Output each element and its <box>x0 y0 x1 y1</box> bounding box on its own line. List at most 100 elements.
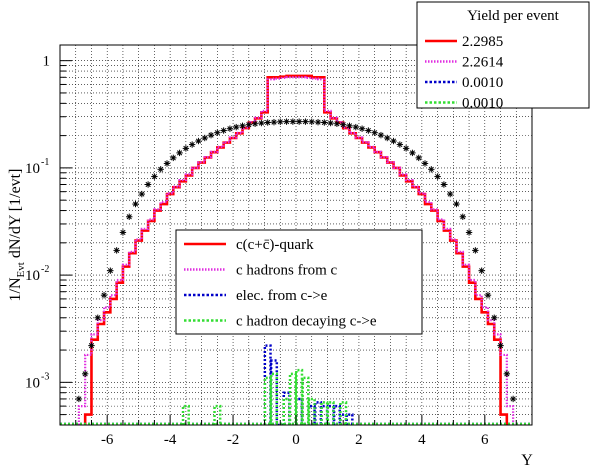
series-c-hadron-decaying-c-e-bar <box>295 368 304 425</box>
legend: c(c+c̄)-quark c hadrons from c elec. from … <box>175 229 423 335</box>
yield-legend-value: 2.2985 <box>462 34 503 50</box>
series-elec-from-c-e-bar <box>313 401 323 425</box>
data-point-marker <box>81 370 89 378</box>
data-point-marker <box>396 141 404 148</box>
data-point-marker <box>132 200 139 208</box>
data-point-marker <box>176 149 183 157</box>
data-point-marker <box>201 134 208 142</box>
y-tick-label-exponent: -2 <box>41 264 49 275</box>
yield-legend-value: 0.0010 <box>462 75 503 91</box>
data-point-marker <box>478 267 485 274</box>
data-point-marker <box>157 166 164 173</box>
legend-label: elec. from c->e <box>236 288 328 304</box>
data-point-marker <box>270 118 278 126</box>
data-point-marker <box>314 118 322 126</box>
yield-legend-value: 0.0010 <box>462 96 503 112</box>
yield-legend-title: Yield per event <box>467 8 559 24</box>
data-point-marker <box>465 229 473 236</box>
legend-frame <box>175 229 423 335</box>
data-point-marker <box>491 314 498 321</box>
data-point-marker <box>377 131 385 139</box>
data-point-marker <box>182 145 190 152</box>
series-c-c-c-quark <box>83 74 509 425</box>
data-point-marker <box>151 173 158 180</box>
x-tick-label: 6 <box>481 432 489 448</box>
axes: -6 -4 -2 0 2 4 610 -310 -210 -11 <box>25 54 533 448</box>
series-c-hadron-decaying-c-e-bar <box>326 401 335 425</box>
series-c-hadron-decaying-c-e-bar <box>181 404 190 425</box>
legend-label: c hadrons from c <box>236 263 338 279</box>
data-point-marker <box>251 120 259 127</box>
x-tick-label: -2 <box>227 432 240 448</box>
yield-legend-value: 2.2614 <box>462 55 504 71</box>
data-point-marker <box>434 173 441 180</box>
y-tick-label-exponent: -3 <box>41 371 49 382</box>
data-point-marker <box>144 181 152 188</box>
data-point-marker <box>188 141 196 148</box>
y-tick-label: 10 <box>25 375 40 391</box>
data-point-marker <box>113 247 120 254</box>
data-point-marker <box>440 181 448 188</box>
series-c-hadron-decaying-c-e-bar <box>263 376 272 425</box>
yield-legend: Yield per event 2.2985 2.2614 0.0010 0.0010 <box>416 1 590 112</box>
series-c-hadron-decaying-c-e-bar <box>269 372 279 425</box>
data-point-marker <box>415 154 422 162</box>
data-point-marker <box>402 145 410 152</box>
data-point-marker <box>365 127 372 134</box>
data-point-marker <box>277 118 284 126</box>
data-point-marker <box>195 137 202 145</box>
y-axis-label: 1/NEvt dN/dY [1/evt] <box>7 169 27 302</box>
series-c-hadrons-from-c <box>77 76 515 425</box>
yield-legend-frame <box>416 1 590 109</box>
data-point-marker <box>258 119 265 127</box>
legend-label: c hadron decaying c->e <box>236 314 377 330</box>
data-point-marker <box>308 118 315 126</box>
data-point-marker <box>163 160 171 167</box>
legend-label: c(c+c̄)-quark <box>236 237 314 253</box>
series-c-hadron-decaying-c-e-bar <box>301 376 310 425</box>
data-point-marker <box>233 123 240 131</box>
x-tick-label: 0 <box>292 432 300 448</box>
data-point-marker <box>346 122 353 129</box>
series-c-hadron-decaying-c-e-bar <box>320 401 329 425</box>
series-c-hadron-decaying-c-e-bar <box>288 372 297 425</box>
x-tick-label: -6 <box>101 432 114 448</box>
data-point-marker <box>484 291 492 299</box>
data-point-marker <box>340 121 347 128</box>
data-point-marker <box>384 134 391 142</box>
data-point-marker <box>264 119 271 126</box>
data-point-marker <box>88 342 95 349</box>
x-tick-label: 2 <box>355 432 363 448</box>
data-point-marker <box>302 118 309 125</box>
data-point-marker <box>119 229 127 236</box>
data-point-marker <box>428 166 435 173</box>
data-point-marker <box>289 118 297 125</box>
data-point-marker <box>497 342 504 349</box>
series-c-hadron-decaying-c-e-bar <box>307 397 316 425</box>
data-point-marker <box>207 131 215 139</box>
y-tick-label: 1 <box>43 54 51 70</box>
data-point-marker <box>126 213 133 220</box>
data-point-marker <box>283 118 290 125</box>
data-point-marker <box>472 247 479 254</box>
data-point-marker <box>352 123 359 131</box>
series-layer <box>60 74 532 425</box>
data-point-marker <box>170 154 177 162</box>
data-point-marker <box>75 395 83 403</box>
data-point-marker <box>100 291 108 299</box>
data-point-marker <box>295 118 303 125</box>
series-c-hadron-decaying-c-e-bar <box>339 401 348 425</box>
data-point-marker <box>509 395 517 403</box>
data-point-marker <box>245 121 252 128</box>
data-point-marker <box>446 190 454 198</box>
x-tick-label: 4 <box>418 432 426 448</box>
data-point-marker <box>333 120 341 127</box>
y-tick-label: 10 <box>25 161 40 177</box>
data-point-marker <box>453 200 460 208</box>
series-elec-from-c-e-bar <box>332 404 341 425</box>
data-point-marker <box>239 122 246 129</box>
data-point-marker <box>371 129 378 136</box>
x-axis-label: Y <box>521 452 533 469</box>
data-point-marker <box>220 127 227 134</box>
